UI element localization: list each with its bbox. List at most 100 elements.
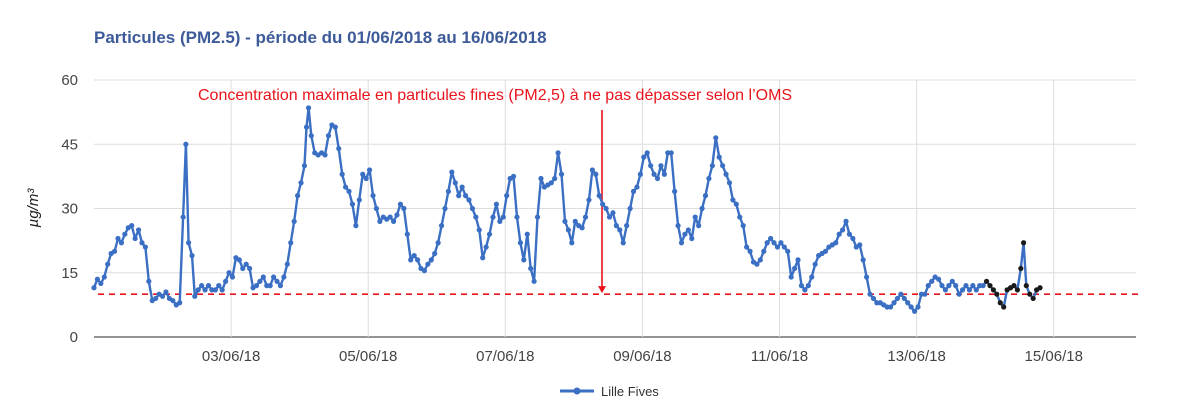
legend: Lille Fives (560, 384, 659, 399)
data-point (846, 231, 853, 237)
data-point (870, 295, 877, 302)
data-point (764, 240, 770, 246)
data-point (610, 210, 616, 216)
data-point (1023, 283, 1029, 289)
data-point (236, 257, 242, 263)
data-point (887, 304, 894, 310)
data-point (442, 205, 448, 212)
data-point (483, 244, 489, 250)
data-point (723, 171, 729, 177)
data-point (822, 248, 829, 254)
data-point (205, 283, 212, 289)
data-point (997, 300, 1003, 306)
data-point (462, 193, 469, 199)
data-point (1014, 287, 1021, 293)
data-point (788, 274, 794, 280)
data-point (91, 285, 97, 291)
data-point (569, 240, 575, 246)
data-point (356, 197, 362, 203)
data-point (898, 291, 904, 297)
data-point (438, 223, 445, 229)
data-point (771, 240, 777, 246)
x-tick-label: 15/06/18 (1025, 348, 1083, 365)
data-point (298, 180, 304, 186)
data-point (94, 276, 101, 282)
data-point (593, 171, 599, 177)
data-point (812, 261, 818, 267)
data-point (987, 283, 993, 289)
data-point (183, 141, 189, 147)
data-point (963, 283, 969, 289)
data-point (685, 227, 691, 233)
data-point (342, 184, 349, 190)
data-point (558, 171, 565, 177)
data-point (274, 278, 280, 284)
data-point (809, 274, 815, 280)
data-point (654, 175, 661, 182)
data-point (548, 180, 554, 186)
data-point (360, 171, 366, 177)
data-point (459, 184, 465, 190)
data-point (641, 154, 647, 160)
data-point (805, 283, 811, 289)
data-point (617, 227, 623, 233)
data-point (189, 253, 195, 259)
data-point (939, 283, 945, 289)
data-point (303, 124, 310, 130)
data-point (497, 218, 503, 224)
data-point (295, 193, 301, 199)
data-point (949, 278, 955, 284)
data-point (709, 163, 715, 169)
data-point (180, 214, 186, 220)
data-point (135, 227, 142, 233)
data-point (139, 240, 145, 246)
data-point (863, 274, 870, 280)
data-point (678, 240, 685, 246)
data-point (778, 240, 784, 246)
data-point (101, 274, 107, 280)
data-point (411, 253, 417, 259)
data-point (668, 150, 674, 156)
data-point (795, 257, 801, 263)
data-point (716, 154, 722, 160)
data-point (891, 300, 897, 306)
data-point (720, 163, 726, 169)
legend-series-marker (573, 387, 581, 395)
data-point (1011, 283, 1017, 289)
data-point (105, 261, 111, 267)
data-point (980, 283, 986, 289)
data-point (901, 295, 907, 302)
data-point (894, 295, 901, 302)
y-tick-label: 15 (61, 265, 78, 282)
data-point (973, 287, 979, 293)
data-point (860, 257, 866, 263)
data-point (308, 133, 314, 139)
data-point (966, 287, 973, 293)
data-point (552, 175, 558, 182)
data-point (425, 261, 431, 267)
data-point (692, 214, 698, 220)
data-point (476, 227, 482, 233)
data-point (277, 283, 284, 289)
x-tick-label: 13/06/18 (887, 348, 945, 365)
data-point (219, 287, 225, 293)
annotation-arrow-head (598, 286, 606, 294)
data-point (774, 244, 781, 250)
annotation-text: Concentration maximale en particules fin… (198, 87, 792, 104)
data-point (757, 257, 763, 263)
data-point (528, 265, 534, 272)
data-point (634, 184, 640, 190)
data-point (177, 300, 183, 306)
data-point (404, 231, 410, 237)
data-point (223, 278, 229, 284)
data-point (118, 240, 125, 246)
y-axis-label: µg/m³ (25, 188, 42, 228)
data-point (466, 197, 472, 203)
data-point (291, 218, 297, 224)
data-point (596, 193, 602, 199)
data-point (651, 171, 657, 177)
data-point (199, 283, 205, 289)
data-point (1020, 240, 1027, 246)
x-tick-label: 05/06/18 (339, 348, 397, 365)
